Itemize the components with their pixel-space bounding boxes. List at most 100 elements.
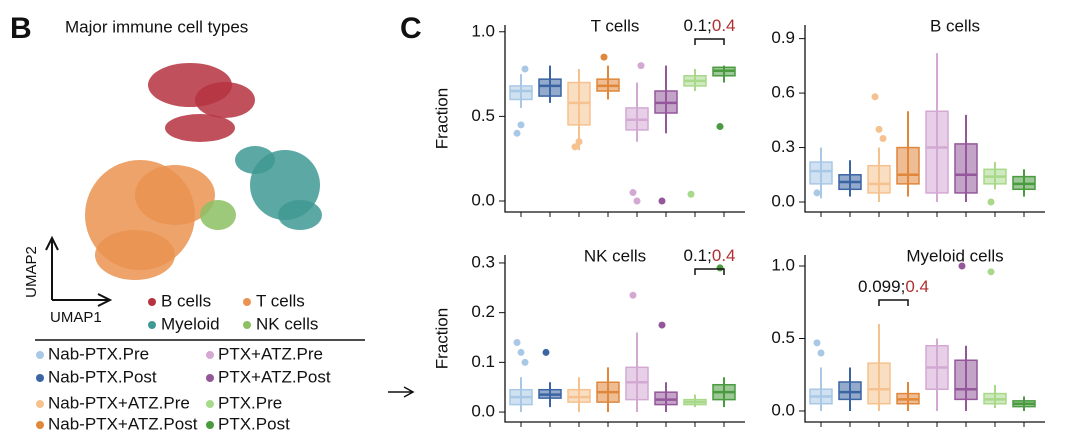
panel-title: NK cells (584, 246, 646, 265)
y-tick-label: 0.0 (771, 191, 795, 210)
y-tick-label: 0.1 (471, 352, 495, 371)
box (867, 362, 891, 405)
umap-cluster (135, 165, 215, 225)
y-tick-label: 0.6 (771, 83, 795, 102)
y-tick-label: 0.2 (471, 302, 495, 321)
umap-cluster (195, 82, 255, 118)
point (716, 123, 724, 131)
y-tick-label: 0.3 (471, 252, 495, 271)
box (867, 164, 891, 194)
point (813, 339, 821, 347)
point (813, 189, 821, 197)
point (517, 121, 525, 129)
significance: 0.1;0.4 (684, 246, 736, 265)
point (987, 198, 995, 206)
legend-dot (206, 374, 214, 382)
legend-label: Myeloid (161, 314, 220, 333)
point (629, 189, 637, 197)
point (658, 197, 666, 205)
umap-cluster (200, 200, 236, 230)
legend-dot (148, 298, 156, 306)
bracket (878, 299, 909, 306)
point (987, 268, 995, 276)
umap-xlabel: UMAP1 (50, 309, 102, 326)
y-tick-label: 1.0 (771, 256, 795, 275)
legend-dot (36, 374, 44, 382)
panel-title: T cells (591, 16, 640, 35)
legend-label: PTX.Pre (218, 393, 282, 412)
legend-dot (206, 400, 214, 408)
point (633, 197, 641, 205)
umap-cluster (95, 230, 175, 280)
legend-dot (206, 351, 214, 359)
point (879, 134, 887, 142)
legend-dot (148, 321, 156, 329)
panel-label: B (10, 12, 32, 45)
box (509, 85, 533, 101)
legend-label: T cells (256, 291, 305, 310)
y-tick-label: 0.0 (471, 190, 495, 209)
point (521, 358, 529, 366)
legend-label: Nab-PTX.Post (48, 367, 157, 386)
axes (804, 255, 1045, 423)
legend-label: PTX+ATZ.Pre (218, 344, 323, 363)
box (809, 161, 833, 185)
legend-dot (206, 421, 214, 429)
umap-cluster (165, 114, 235, 142)
box (954, 143, 978, 194)
legend-label: Nab-PTX.Pre (48, 344, 149, 363)
axes (504, 25, 745, 213)
panel-title: B cells (930, 16, 980, 35)
umap-title: Major immune cell types (65, 17, 248, 36)
q-value: 0.4 (712, 246, 736, 265)
panel-title: Myeloid cells (906, 246, 1003, 265)
p-value: 0.1; (684, 16, 712, 35)
point (658, 321, 666, 329)
panel-label: C (400, 12, 422, 45)
y-tick-label: 0.3 (771, 137, 795, 156)
point (513, 338, 521, 346)
point (958, 262, 966, 270)
legend-dot (36, 400, 44, 408)
arrow (388, 386, 415, 398)
legend-label: Nab-PTX+ATZ.Post (48, 414, 198, 433)
umap-cluster (278, 200, 322, 230)
legend-label: Nab-PTX+ATZ.Pre (48, 393, 190, 412)
point (513, 129, 521, 137)
box (954, 359, 978, 401)
y-axis-label: Fraction (432, 308, 451, 369)
legend-label: NK cells (256, 314, 318, 333)
legend-label: PTX+ATZ.Post (218, 367, 331, 386)
legend-dot (243, 321, 251, 329)
umap-axes (45, 235, 113, 307)
bracket (694, 38, 725, 45)
significance: 0.1;0.4 (684, 16, 736, 35)
q-value: 0.4 (905, 277, 929, 296)
box (896, 146, 920, 185)
y-tick-label: 1.0 (471, 21, 495, 40)
axes (504, 255, 745, 423)
box (538, 78, 562, 97)
point (600, 53, 608, 61)
umap-ylabel: UMAP2 (23, 246, 40, 298)
point (575, 138, 583, 146)
legend-label: B cells (161, 291, 211, 310)
point (817, 349, 825, 357)
legend-dot (36, 351, 44, 359)
point (875, 125, 883, 133)
box (925, 110, 949, 194)
p-value: 0.099; (858, 277, 905, 296)
point (521, 65, 529, 73)
umap-cluster (235, 146, 275, 174)
box (838, 381, 862, 401)
point (687, 190, 695, 198)
y-axis-label: Fraction (432, 88, 451, 149)
point (637, 62, 645, 70)
y-tick-label: 0.0 (771, 400, 795, 419)
bracket (694, 268, 725, 275)
point (629, 291, 637, 299)
y-tick-label: 0.5 (471, 106, 495, 125)
point (571, 143, 579, 151)
q-value: 0.4 (712, 16, 736, 35)
